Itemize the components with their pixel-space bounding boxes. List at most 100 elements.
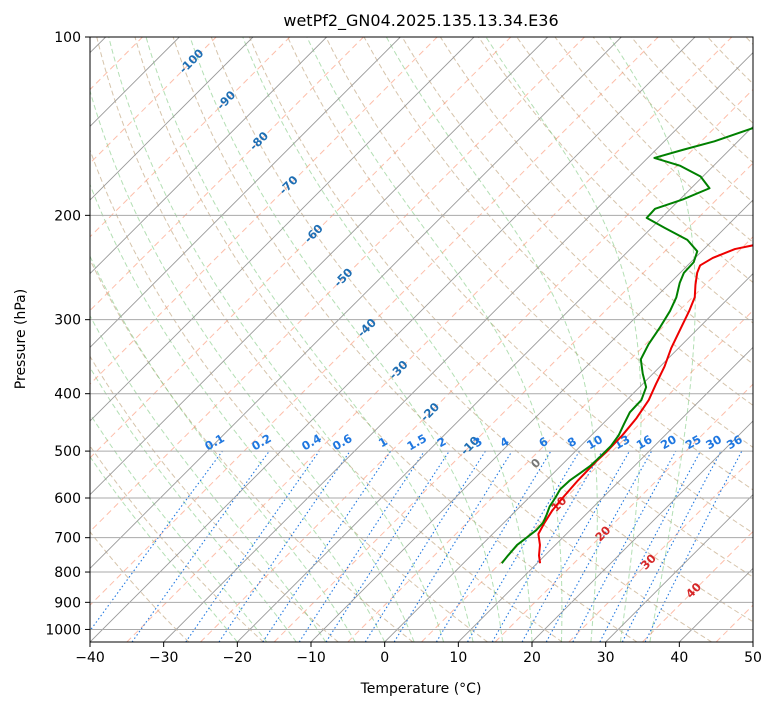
x-tick-label: −20 [223, 650, 253, 666]
y-tick-label: 800 [54, 565, 81, 581]
y-tick-label: 300 [54, 313, 81, 329]
isotherm-dashed [90, 37, 291, 238]
mixing-ratio-line [572, 450, 677, 642]
mixing-ratio-line [393, 450, 513, 642]
mixing-ratio-line [325, 450, 450, 642]
moist-adiabat [90, 255, 356, 642]
isotherm-dashed [568, 457, 753, 642]
dry-adiabat [401, 37, 753, 406]
mixing-ratio-label: 20 [658, 432, 679, 452]
dry-adiabat [592, 37, 753, 203]
mixing-ratio-label: 16 [634, 432, 655, 452]
moist-adiabat [90, 183, 386, 642]
dry-adiabat [325, 37, 753, 491]
mixing-ratio-line [131, 450, 270, 642]
moist-adiabat [90, 89, 415, 642]
dry-adiabat [90, 530, 190, 642]
dewpoint-profile-line [500, 127, 753, 564]
isotherm-dashed [126, 37, 733, 642]
mixing-ratio-line [435, 450, 552, 642]
y-tick-label: 500 [54, 444, 81, 460]
mixing-ratio-line [218, 450, 351, 642]
moist-adiabat [90, 413, 268, 642]
temperature-profile-line [537, 244, 753, 564]
mixing-ratio-line [491, 450, 603, 642]
isotherm [531, 420, 753, 642]
dry-adiabat [90, 258, 414, 642]
isotherm-dashed [90, 37, 438, 385]
x-tick-label: −10 [296, 650, 326, 666]
isotherm-dashed [494, 383, 753, 642]
isotherm [90, 37, 254, 201]
mixing-ratio-line [90, 450, 223, 632]
isotherm [605, 494, 753, 642]
isotherm [90, 37, 622, 569]
y-axis-label: Pressure (hPa) [13, 289, 29, 389]
isotherm-dashed [642, 530, 753, 642]
dry-adiabat [90, 148, 488, 642]
isotherm [90, 37, 401, 348]
plot-area: -100-90-80-70-60-50-40-30-20-10102030400… [90, 37, 753, 642]
x-tick-label: −40 [75, 650, 105, 666]
dry-adiabat [478, 37, 753, 324]
dry-adiabat [90, 355, 339, 642]
chart-title: wetPf2_GN04.2025.135.13.34.E36 [283, 11, 558, 31]
dry-adiabat [363, 37, 753, 448]
isotherm-dashed [200, 88, 753, 642]
mixing-ratio-line [185, 450, 320, 642]
isotherm-dashed [90, 37, 585, 533]
y-tick-label: 400 [54, 387, 81, 403]
isotherm [90, 37, 548, 496]
x-tick-label: 50 [744, 650, 762, 666]
x-tick-label: 30 [597, 650, 615, 666]
isotherm [458, 346, 753, 642]
dry-adiabat [172, 37, 712, 642]
moist-adiabat [385, 37, 598, 642]
x-tick-label: 0 [380, 650, 389, 666]
dry-adiabat [210, 37, 753, 623]
axis-ticks: −40 −30 −20 −10 0 10 20 30 40 50 100 200 300 400 500 60… [45, 30, 762, 666]
mixing-ratio-label: 25 [683, 432, 704, 452]
x-axis-label: Temperature (°C) [360, 681, 482, 697]
mixing-ratio-label: 30 [703, 432, 724, 452]
isotherm [384, 273, 753, 642]
isotherm-dashed [90, 37, 659, 606]
isotherm-dashed [273, 162, 753, 642]
isotherm [90, 37, 475, 422]
moist-adiabat [609, 37, 696, 642]
isotherm [310, 199, 753, 642]
x-tick-label: 20 [523, 650, 541, 666]
dry-adiabat [96, 37, 563, 642]
y-tick-label: 200 [54, 208, 81, 224]
isotherm [237, 125, 753, 642]
dry-adiabat [287, 37, 753, 534]
moist-adiabat [145, 37, 474, 642]
mixing-ratio-label: 10 [584, 432, 605, 452]
moist-adiabat [485, 37, 642, 642]
y-tick-label: 100 [54, 30, 81, 46]
moist-adiabat [90, 366, 297, 642]
y-tick-label: 900 [54, 595, 81, 611]
plot-frame [89, 36, 754, 643]
mixing-ratio-line [467, 450, 580, 642]
isotherm-dashed [347, 236, 753, 642]
x-tick-label: −30 [149, 650, 179, 666]
isotherm-dashed [90, 37, 364, 312]
isotherm [163, 52, 753, 642]
moist-adiabat [242, 37, 533, 642]
moist-adiabat [90, 314, 327, 642]
mixing-ratio-line [521, 450, 630, 642]
dry-adiabat [134, 37, 638, 642]
moist-adiabat [108, 37, 445, 642]
dry-adiabat [516, 37, 753, 284]
x-tick-label: 40 [670, 650, 688, 666]
moist-adiabat [189, 37, 504, 642]
isotherm [90, 37, 327, 275]
x-tick-label: 10 [449, 650, 467, 666]
isotherm-dashed [90, 37, 217, 164]
y-tick-label: 700 [54, 531, 81, 547]
isotherm-dashed [90, 37, 512, 459]
mixing-ratio-line [364, 450, 486, 642]
